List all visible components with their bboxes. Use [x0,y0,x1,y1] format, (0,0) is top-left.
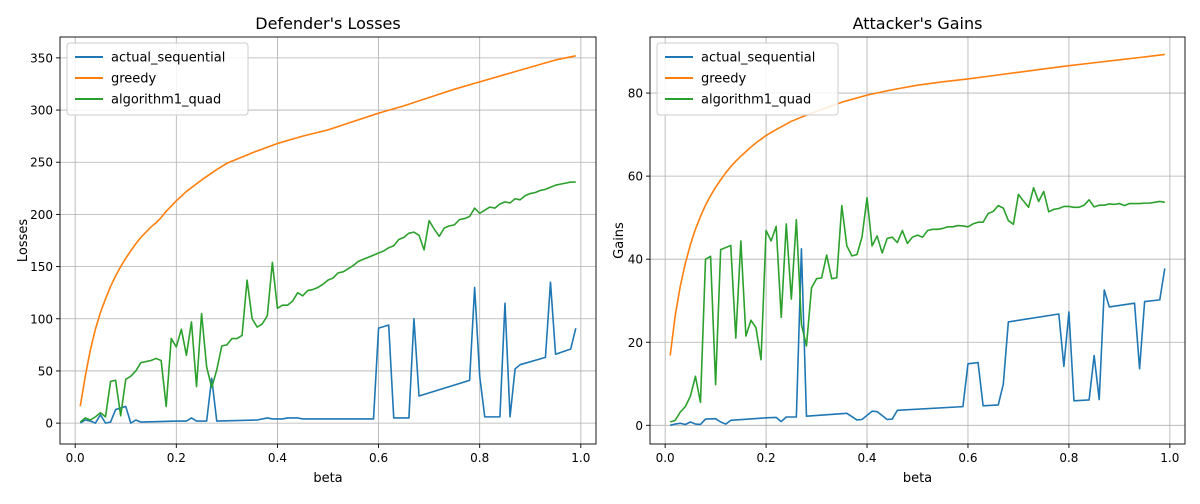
series-line-algorithm1-quad [669,186,1165,423]
chart-gains: 0.0 0.2 0.4 0.6 0.8 1.0 0 20 40 60 80 Attacker's Ga… [612,14,1186,486]
series-line-actual-sequential [79,281,577,424]
legend-label: greedy [111,72,157,87]
x-axis: 0.0 0.2 0.4 0.6 0.8 1.0 [66,444,590,465]
legend-item-actual-sequential: actual_sequential [75,51,225,66]
series-line-greedy [669,53,1165,356]
x-tick-label: 0.8 [470,451,489,465]
x-tick-label: 0.6 [369,451,388,465]
chart-title: Attacker's Gains [853,14,983,33]
x-tick-label: 0.0 [656,451,675,465]
y-tick-label: 200 [30,208,53,222]
y-tick-label: 350 [30,51,53,65]
plot-frame [59,36,597,445]
x-tick-label: 0.8 [1059,451,1078,465]
x-tick-label: 0.4 [268,451,287,465]
series-line-actual-sequential [669,248,1166,427]
x-tick-label: 0.0 [66,451,85,465]
y-axis: 0 20 40 60 80 [628,87,650,433]
x-tick-label: 0.2 [167,451,186,465]
series-group [669,53,1166,427]
y-tick-label: 150 [30,260,53,274]
legend-label: actual_sequential [701,51,815,66]
y-axis: 0 50 100 150 200 250 300 350 [30,51,60,431]
y-tick-label: 0 [635,419,643,433]
y-axis-label: Losses [16,219,31,263]
legend-item-algorithm1-quad: algorithm1_quad [75,93,221,108]
y-tick-label: 250 [30,156,53,170]
y-tick-label: 100 [30,312,53,326]
chart-losses: 0.0 0.2 0.4 0.6 0.8 1.0 0 50 100 150 200 250 300 350 D… [16,14,597,486]
legend-item-greedy: greedy [665,72,747,87]
x-axis-label: beta [903,471,932,486]
series-line-greedy [79,54,576,407]
legend-label: actual_sequential [111,51,225,66]
legend-label: algorithm1_quad [701,93,811,108]
series-line-algorithm1-quad [79,181,576,423]
y-tick-label: 50 [38,364,53,378]
legend-item-algorithm1-quad: algorithm1_quad [665,93,811,108]
y-tick-label: 40 [628,253,643,267]
y-tick-label: 300 [30,104,53,118]
x-axis: 0.0 0.2 0.4 0.6 0.8 1.0 [656,444,1179,465]
y-axis-label: Gains [612,222,627,259]
legend-label: greedy [701,72,747,87]
plot-frame [649,36,1186,445]
y-tick-label: 60 [628,170,643,184]
legend-label: algorithm1_quad [111,93,221,108]
x-tick-label: 1.0 [571,451,590,465]
y-tick-label: 80 [628,87,643,101]
chart-title: Defender's Losses [255,14,400,33]
grid [60,37,596,444]
legend-item-greedy: greedy [75,72,157,87]
legend-box [656,42,839,116]
y-tick-label: 20 [628,336,643,350]
y-tick-label: 0 [45,417,53,431]
x-tick-label: 0.2 [757,451,776,465]
series-group [79,54,577,424]
x-tick-label: 0.4 [857,451,876,465]
x-tick-label: 0.6 [958,451,977,465]
legend-item-actual-sequential: actual_sequential [665,51,815,66]
x-tick-label: 1.0 [1160,451,1179,465]
legend-box [66,42,249,116]
x-axis-label: beta [313,471,342,486]
